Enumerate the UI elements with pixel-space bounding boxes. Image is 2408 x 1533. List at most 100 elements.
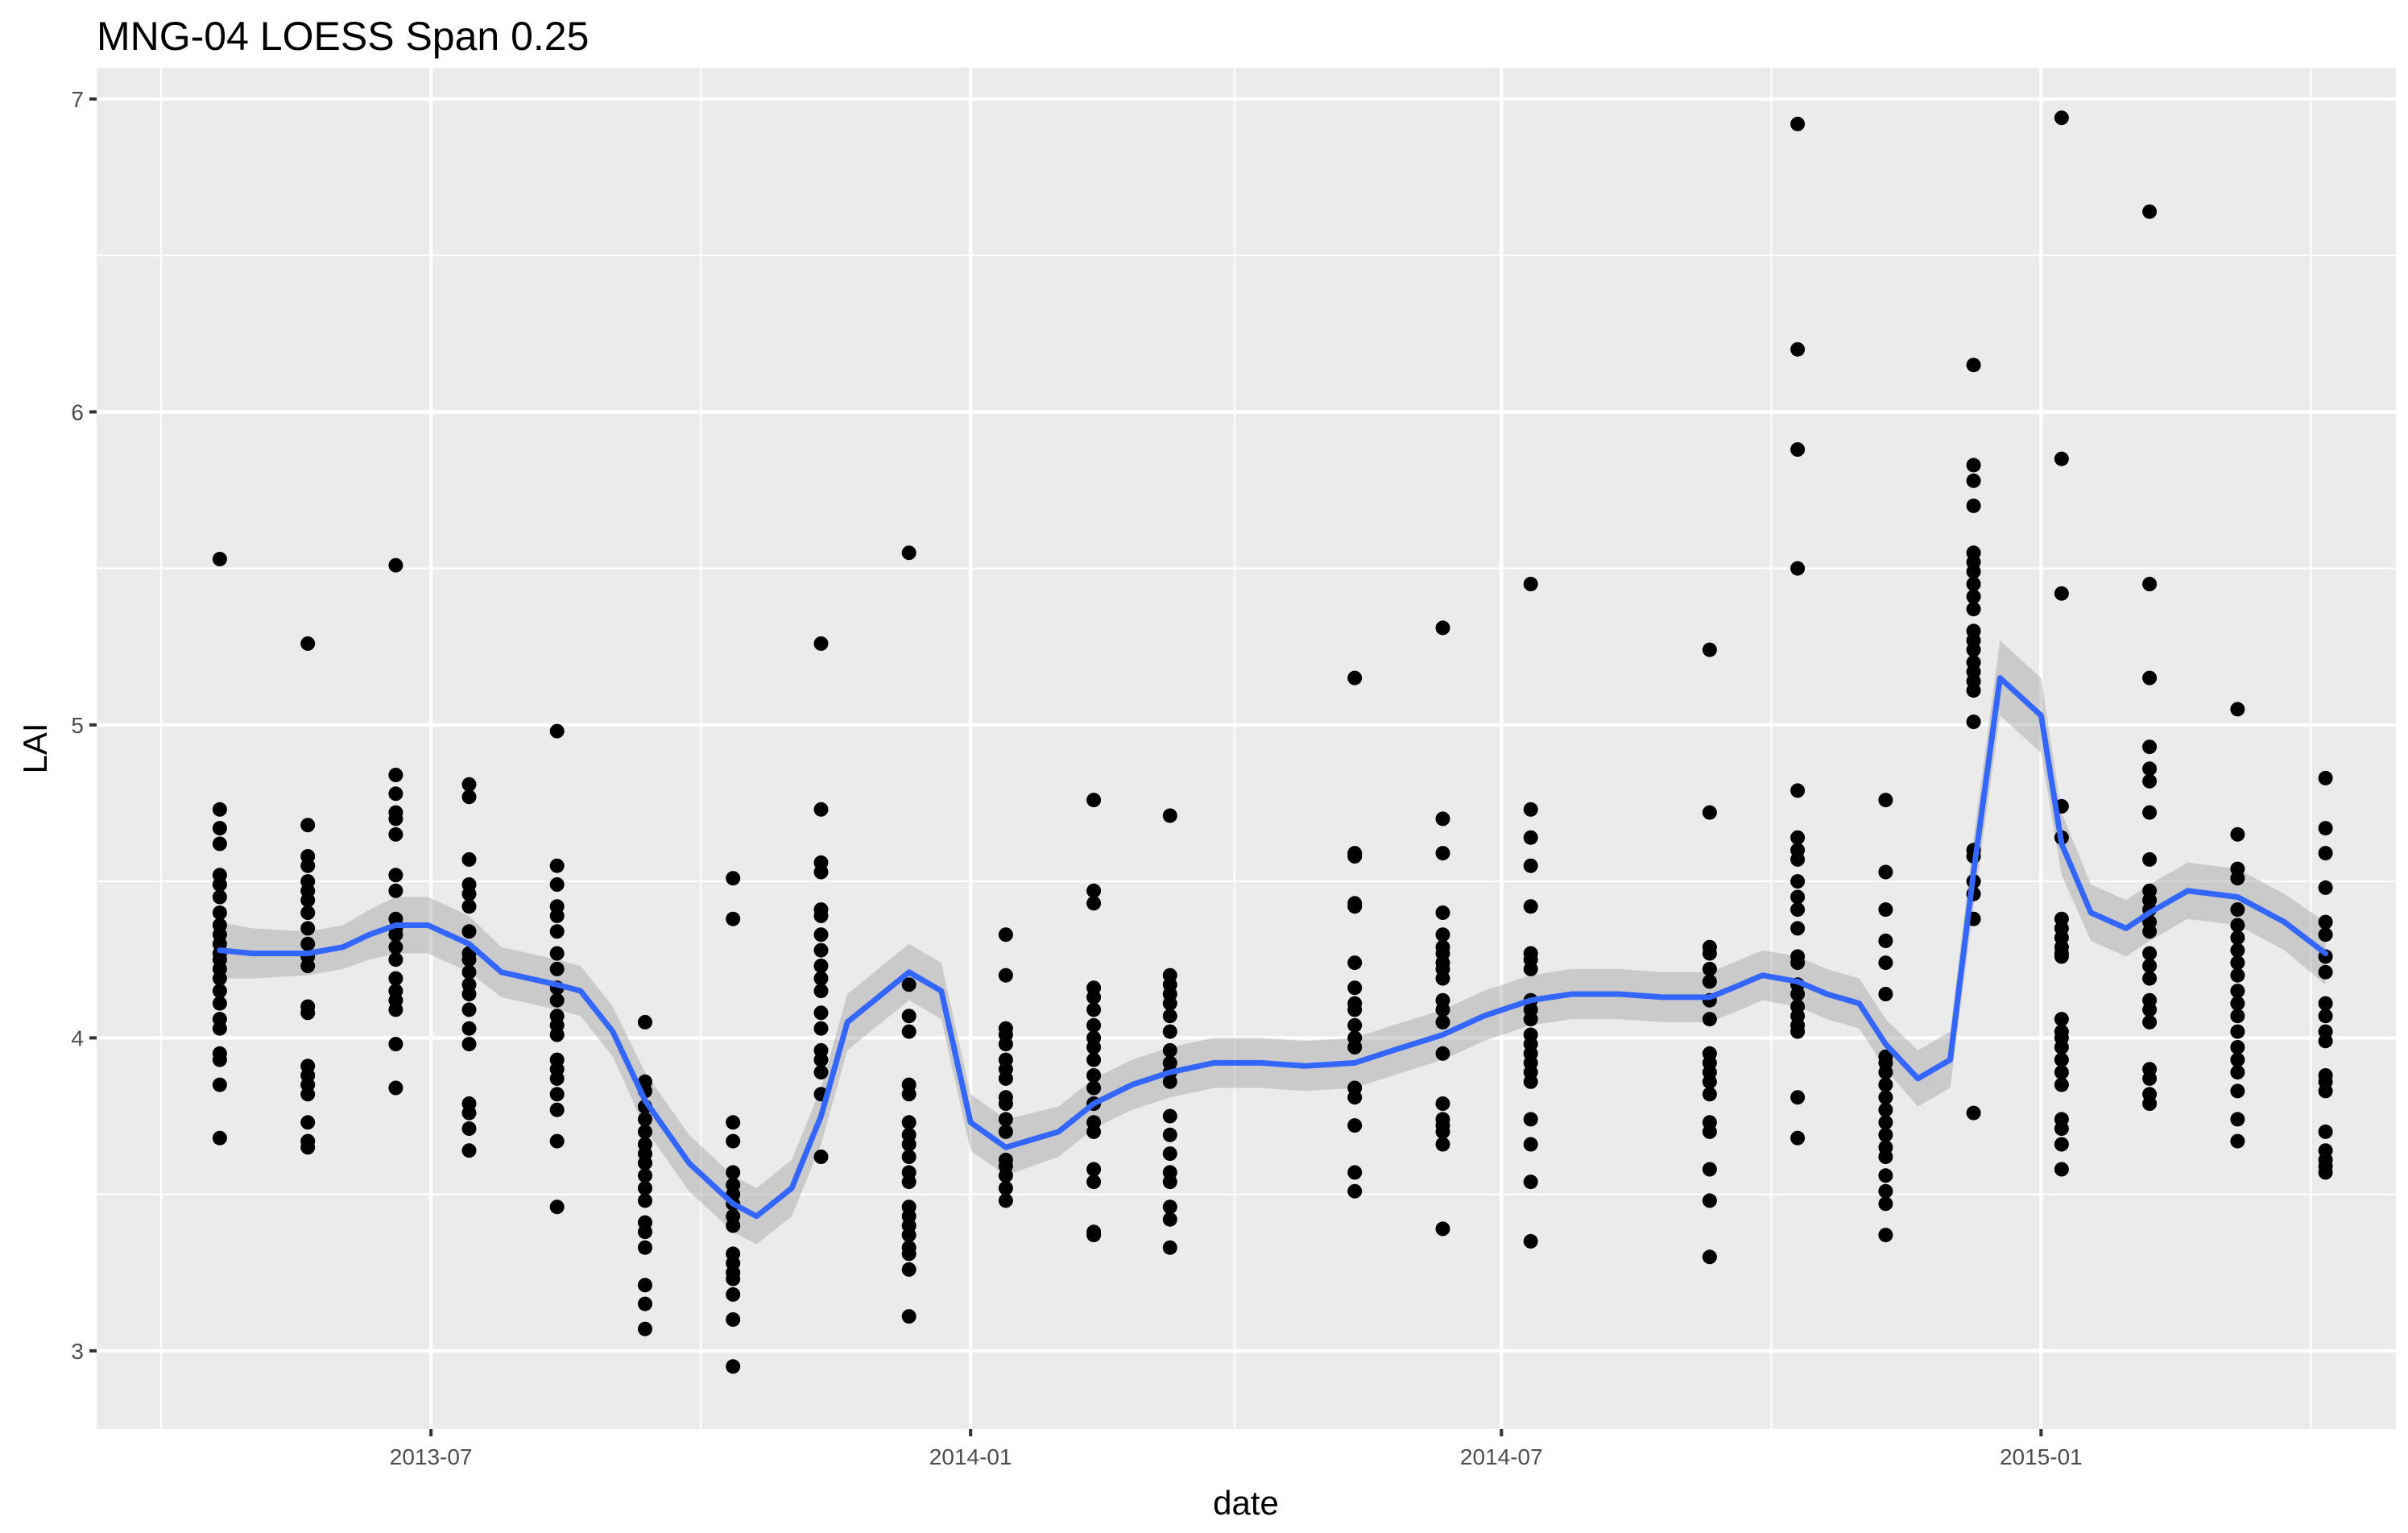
data-point [388,939,403,955]
data-point [461,1037,477,1052]
axes: 3 4 5 6 7 2013-07 2014-01 2014-07 2015-01 [71,87,2082,1469]
data-point [2230,967,2245,983]
data-point [1878,955,1893,971]
data-point [2230,918,2245,933]
data-point [212,1021,227,1036]
data-point [638,1296,652,1311]
data-point [1162,1024,1177,1039]
data-point [1162,1175,1177,1190]
data-point [549,1071,565,1086]
data-point [388,768,403,782]
data-point [2054,1065,2069,1080]
data-point [212,1052,227,1067]
data-point [901,1137,916,1152]
data-point [212,821,227,836]
data-point [813,927,829,943]
data-point [1162,1199,1177,1215]
data-point [2230,1009,2245,1024]
data-point [1790,1024,1806,1039]
data-point [1435,1046,1450,1061]
data-point [2054,1077,2069,1092]
data-point [461,1121,477,1136]
data-point [2054,1012,2069,1027]
data-point [461,964,477,980]
data-point [1435,905,1450,920]
data-point [1702,974,1717,989]
data-point [1702,1124,1717,1139]
data-point [549,992,565,1008]
data-point [300,905,316,920]
data-point [813,864,829,880]
data-point [1435,1221,1450,1237]
data-point [813,943,829,958]
data-point [461,987,477,1001]
x-tick-label: 2014-07 [1460,1444,1543,1469]
data-point [1790,783,1806,798]
data-point [2142,851,2158,867]
loess-smooth-line [217,675,2329,1220]
data-point [549,1199,565,1215]
data-point [212,877,227,892]
data-point [901,1228,916,1243]
data-point [388,827,403,842]
data-point [461,777,477,792]
data-point [2230,930,2245,945]
data-point [1966,683,1981,698]
data-point [461,952,477,967]
data-point [1878,1168,1893,1183]
data-point [300,1115,316,1130]
data-point [549,946,565,961]
data-point [726,1271,741,1286]
data-point [1347,1165,1363,1180]
data-point [813,908,829,923]
data-point [212,836,227,851]
data-point [1702,946,1717,961]
data-point [300,893,316,908]
data-point [212,996,227,1011]
data-point [998,1037,1013,1052]
data-point [1790,955,1806,971]
data-point [1435,811,1450,827]
data-point [726,1133,741,1149]
data-point [1086,1228,1102,1243]
data-point [2318,821,2333,836]
data-point [2054,1040,2069,1054]
data-point [212,1077,227,1092]
y-tick-label: 4 [71,1025,84,1050]
data-point [2230,1083,2245,1099]
data-point [1702,1012,1717,1027]
data-point [726,871,741,886]
data-point [2230,955,2245,971]
data-point [2230,871,2245,886]
data-point [638,1193,652,1208]
data-point [2054,451,2069,466]
y-axis-title: LAI [16,723,54,773]
data-point [2054,1137,2069,1152]
data-point [2054,1162,2069,1177]
data-point [2142,971,2158,986]
data-point [1086,793,1102,808]
data-point [212,971,227,986]
plot-panel [97,68,2396,1429]
data-point [461,924,477,939]
data-point [388,557,403,573]
data-point [726,1312,741,1327]
data-point [2142,1014,2158,1030]
data-point [461,789,477,805]
data-point [1523,1137,1538,1152]
data-point [549,1102,565,1117]
data-point [2230,996,2245,1011]
data-point [1790,874,1806,889]
data-point [638,1155,652,1170]
data-point [388,883,403,898]
data-point [300,858,316,873]
data-point [300,1005,316,1021]
data-point [1702,1074,1717,1089]
data-point [388,952,403,967]
data-point [1790,1130,1806,1146]
data-point [461,851,477,867]
data-point [461,1105,477,1121]
data-point [388,971,403,986]
data-point [1435,846,1450,861]
data-point [2142,773,2158,789]
